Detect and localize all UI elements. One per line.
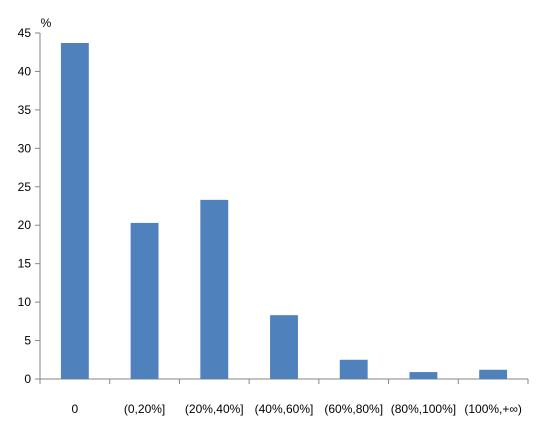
y-axis: 0 5 10 15 20 25 30 35 40 45	[18, 26, 41, 386]
bar-0	[60, 42, 89, 380]
bars	[60, 42, 508, 380]
bar-5	[409, 372, 438, 379]
bar-3	[270, 315, 298, 379]
x-tick-label: (60%,80%]	[324, 402, 383, 416]
x-tick-label: (100%,+∞)	[464, 402, 522, 416]
bar-6	[479, 369, 508, 379]
x-tick-label: (40%,60%]	[255, 402, 314, 416]
y-tick-label: 0	[24, 372, 31, 386]
y-axis-unit-label: %	[41, 16, 52, 30]
x-axis: 0 (0,20%] (20%,40%] (40%,60%] (60%,80%] (80%,…	[39, 378, 529, 416]
y-tick-label: 10	[18, 295, 32, 309]
x-tick-label: (80%,100%]	[391, 402, 456, 416]
y-tick-label: 25	[18, 180, 32, 194]
y-tick-label: 35	[18, 103, 32, 117]
x-tick-label: (0,20%]	[124, 402, 165, 416]
y-tick-label: 20	[18, 218, 32, 232]
x-tick-label: (20%,40%]	[185, 402, 244, 416]
bar-1	[130, 222, 159, 379]
bar-2	[200, 199, 229, 379]
y-tick-label: 5	[24, 334, 31, 348]
x-tick-label: 0	[72, 402, 79, 416]
bar-4	[339, 359, 368, 379]
y-tick-label: 15	[18, 257, 32, 271]
y-tick-label: 40	[18, 64, 32, 78]
y-tick-label: 30	[18, 141, 32, 155]
y-tick-label: 45	[18, 26, 32, 40]
